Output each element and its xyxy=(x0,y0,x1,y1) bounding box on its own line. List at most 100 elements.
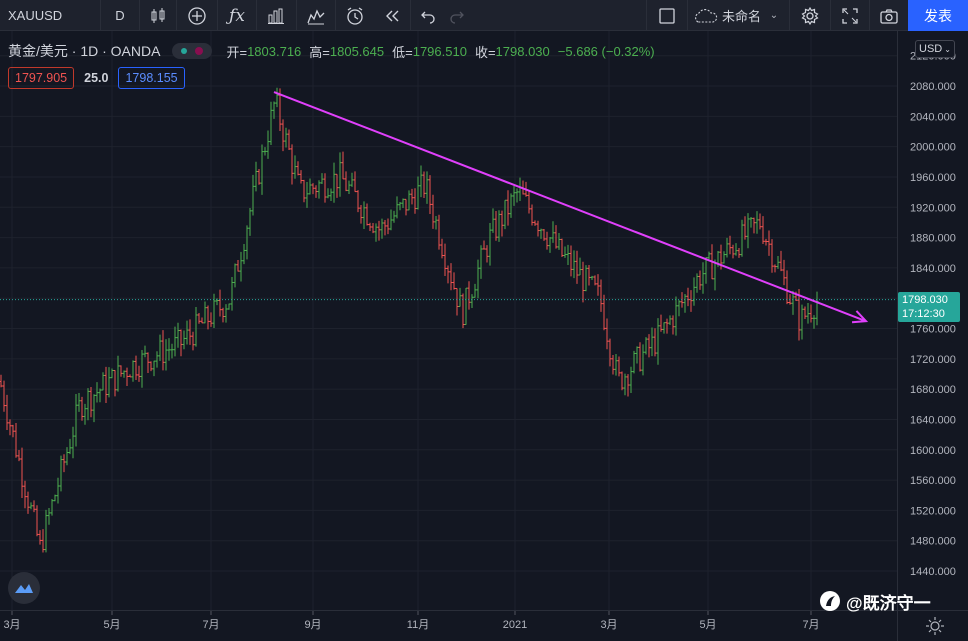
ohlc-bar xyxy=(128,374,132,378)
redo-icon[interactable] xyxy=(443,0,471,31)
author-watermark: @既济守一 xyxy=(820,588,931,614)
ohlc-bar xyxy=(317,180,321,199)
ohlc-bar xyxy=(785,270,789,305)
y-tick-label: 1440.000 xyxy=(910,566,956,578)
ohlc-bar xyxy=(203,301,207,324)
ohlc-bar xyxy=(236,260,240,272)
ohlc-bar xyxy=(632,350,636,374)
ohlc-bar xyxy=(776,255,780,269)
ohlc-bar xyxy=(269,101,273,145)
ohlc-bar xyxy=(743,216,747,240)
price-chart[interactable] xyxy=(0,31,897,610)
ohlc-bar xyxy=(506,190,510,226)
ohlc-bar xyxy=(104,366,108,403)
ohlc-bar xyxy=(551,221,555,243)
ohlc-bar xyxy=(509,193,513,218)
divider xyxy=(869,0,870,31)
ohlc-bar xyxy=(221,307,225,323)
templates-icon[interactable] xyxy=(298,0,334,31)
low-label: 低= xyxy=(392,44,413,60)
alert-clock-icon[interactable] xyxy=(337,0,373,31)
fullscreen-icon[interactable] xyxy=(832,0,868,31)
ohlc-bar xyxy=(137,365,141,382)
ohlc-bar xyxy=(320,173,324,185)
settings-sun-icon[interactable] xyxy=(898,611,968,641)
ohlc-bar xyxy=(290,144,294,185)
ohlc-bar xyxy=(323,173,327,203)
publish-button[interactable]: 发表 xyxy=(908,0,968,31)
ohlc-bar xyxy=(200,317,204,324)
ohlc-bar xyxy=(455,287,459,316)
financials-bars-icon[interactable] xyxy=(258,0,294,31)
buy-button[interactable]: 1798.155 xyxy=(118,67,185,89)
ohlc-bar xyxy=(683,294,687,313)
ohlc-bar xyxy=(149,361,153,372)
settings-gear-icon[interactable] xyxy=(791,0,829,31)
ohlc-bar xyxy=(23,480,27,509)
ohlc-bar xyxy=(116,355,120,392)
layout-square-icon[interactable] xyxy=(648,0,686,31)
replay-icon[interactable] xyxy=(377,0,407,31)
y-tick-label: 2040.000 xyxy=(910,111,956,123)
sell-button[interactable]: 1797.905 xyxy=(8,67,75,89)
ohlc-bar xyxy=(572,250,576,279)
chevron-down-icon[interactable]: ⌄ xyxy=(769,10,779,21)
ohlc-bar xyxy=(248,208,252,236)
market-status-toggle[interactable] xyxy=(172,43,213,59)
ohlc-bar xyxy=(530,204,534,226)
ohlc-bar xyxy=(155,351,159,368)
ohlc-bar xyxy=(725,237,729,258)
snapshot-camera-icon[interactable] xyxy=(871,0,907,31)
trendline[interactable] xyxy=(273,91,867,323)
ohlc-bar xyxy=(557,233,561,250)
y-tick-label: 2000.000 xyxy=(910,142,956,154)
ohlc-bar xyxy=(419,165,423,198)
ohlc-bar xyxy=(230,276,234,311)
ohlc-bar xyxy=(587,264,591,286)
high-label: 高= xyxy=(309,44,330,60)
ohlc-bar xyxy=(386,218,390,235)
ohlc-bar xyxy=(488,223,492,266)
indicators-fx-icon[interactable]: ƒx xyxy=(229,5,245,26)
ohlc-bar xyxy=(533,220,537,226)
ohlc-bar xyxy=(338,152,342,197)
ohlc-bar xyxy=(470,294,474,309)
ohlc-bar xyxy=(770,239,774,273)
ohlc-bar xyxy=(539,228,543,239)
time-axis[interactable]: 3月 5月 7月 9月 11月 2021 3月 5月 7月 xyxy=(0,610,897,641)
last-price-label: 1798.030 17:12:30 xyxy=(898,292,960,322)
ohlc-bar xyxy=(167,338,171,361)
ohlc-bar xyxy=(131,360,135,382)
x-tick-label: 3月 xyxy=(600,619,617,631)
ohlc-bar xyxy=(782,259,786,286)
interval-button[interactable]: D xyxy=(115,8,125,23)
ohlc-bar xyxy=(332,162,336,203)
divider xyxy=(100,0,101,31)
legend-symbol-title[interactable]: 黄金/美元 · 1D · OANDA xyxy=(8,43,161,59)
tradingview-logo-icon[interactable] xyxy=(8,572,40,604)
x-tick-label: 3月 xyxy=(3,619,20,631)
ohlc-bar xyxy=(446,265,450,284)
ohlc-bar xyxy=(569,245,573,277)
chart-pane[interactable] xyxy=(0,31,897,610)
currency-selector[interactable]: USD ⌄ xyxy=(915,40,955,58)
candles-style-icon[interactable] xyxy=(141,0,175,31)
save-layout-button[interactable]: 未命名 xyxy=(692,0,772,31)
ohlc-bar xyxy=(797,288,801,341)
symbol-search[interactable]: XAUUSD xyxy=(8,8,63,23)
time-axis-ticks: 3月 5月 7月 9月 11月 2021 3月 5月 7月 xyxy=(3,611,820,631)
undo-icon[interactable] xyxy=(414,0,442,31)
divider xyxy=(789,0,790,31)
ohlc-bar xyxy=(617,356,621,377)
ohlc-bar xyxy=(503,199,507,230)
open-label: 开= xyxy=(226,44,248,60)
ohlc-bar xyxy=(206,305,210,330)
ohlc-bar xyxy=(218,289,222,317)
ohlc-bar xyxy=(701,262,705,294)
ohlc-bar xyxy=(425,171,429,204)
ohlc-bar xyxy=(86,388,90,421)
ohlc-bar xyxy=(602,294,606,331)
ohlc-bar xyxy=(755,211,759,234)
open-value: 1803.716 xyxy=(247,43,302,59)
compare-plus-icon[interactable] xyxy=(178,0,216,31)
